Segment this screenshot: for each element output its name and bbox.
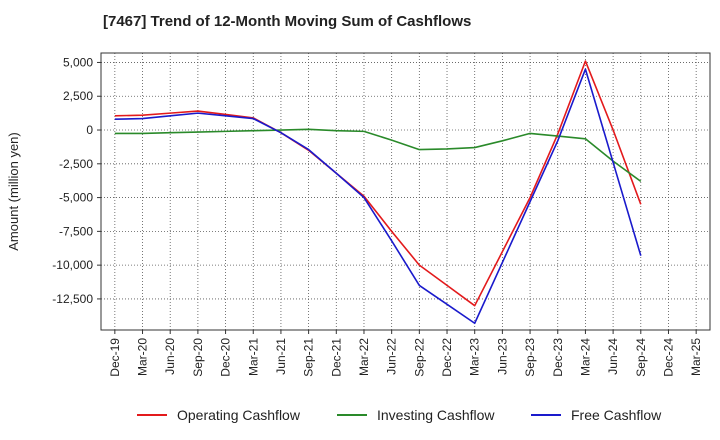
x-tick-label: Dec-24 bbox=[661, 338, 675, 377]
legend-label: Operating Cashflow bbox=[177, 407, 301, 423]
x-tick-label: Mar-25 bbox=[689, 338, 703, 376]
grid-layer bbox=[101, 53, 710, 330]
series-layer bbox=[114, 60, 642, 325]
x-tick-label: Mar-21 bbox=[246, 338, 260, 376]
legend-label: Free Cashflow bbox=[571, 407, 662, 423]
x-tick-label: Dec-20 bbox=[219, 338, 233, 377]
y-tick-label: -7,500 bbox=[59, 224, 93, 238]
y-tick-label: 0 bbox=[86, 123, 93, 137]
x-tick-label: Mar-20 bbox=[136, 338, 150, 376]
x-tick-label: Jun-22 bbox=[385, 338, 399, 375]
x-tick-label: Sep-21 bbox=[302, 338, 316, 377]
series-line bbox=[114, 128, 642, 183]
legend-label: Investing Cashflow bbox=[377, 407, 495, 423]
y-tick-label: -10,000 bbox=[52, 258, 93, 272]
y-tick-label: 5,000 bbox=[63, 55, 93, 69]
x-tick-label: Jun-24 bbox=[606, 338, 620, 375]
y-tick-labels: 5,000 2,500 0 -2,500 -5,000 -7,500 -10,000 -12,… bbox=[52, 55, 101, 306]
x-tick-label: Jun-21 bbox=[274, 338, 288, 375]
x-tick-label: Sep-20 bbox=[191, 338, 205, 377]
y-tick-label: -5,000 bbox=[59, 191, 93, 205]
x-tick-labels: Dec-19 Mar-20 Jun-20 Sep-20 Dec-20 Mar-21 Jun-… bbox=[108, 330, 703, 377]
series-line bbox=[114, 60, 642, 307]
series-line bbox=[114, 68, 642, 325]
x-tick-label: Dec-23 bbox=[551, 338, 565, 377]
x-tick-label: Sep-24 bbox=[634, 338, 648, 377]
x-tick-label: Dec-21 bbox=[329, 338, 343, 377]
x-tick-label: Sep-22 bbox=[412, 338, 426, 377]
x-tick-label: Mar-23 bbox=[468, 338, 482, 376]
x-tick-label: Mar-22 bbox=[357, 338, 371, 376]
y-tick-label: -12,500 bbox=[52, 292, 93, 306]
x-tick-label: Dec-19 bbox=[108, 338, 122, 377]
plot-frame bbox=[100, 52, 711, 331]
x-tick-label: Mar-24 bbox=[578, 338, 592, 376]
y-tick-label: 2,500 bbox=[63, 89, 93, 103]
y-axis-label: Amount (million yen) bbox=[6, 132, 21, 251]
y-tick-label: -2,500 bbox=[59, 157, 93, 171]
chart-title: [7467] Trend of 12-Month Moving Sum of C… bbox=[103, 13, 472, 30]
x-tick-label: Dec-22 bbox=[440, 338, 454, 377]
x-tick-label: Jun-20 bbox=[163, 338, 177, 375]
x-tick-label: Sep-23 bbox=[523, 338, 537, 377]
legend: Operating Cashflow Investing Cashflow Free… bbox=[137, 407, 662, 423]
x-tick-label: Jun-23 bbox=[495, 338, 509, 375]
